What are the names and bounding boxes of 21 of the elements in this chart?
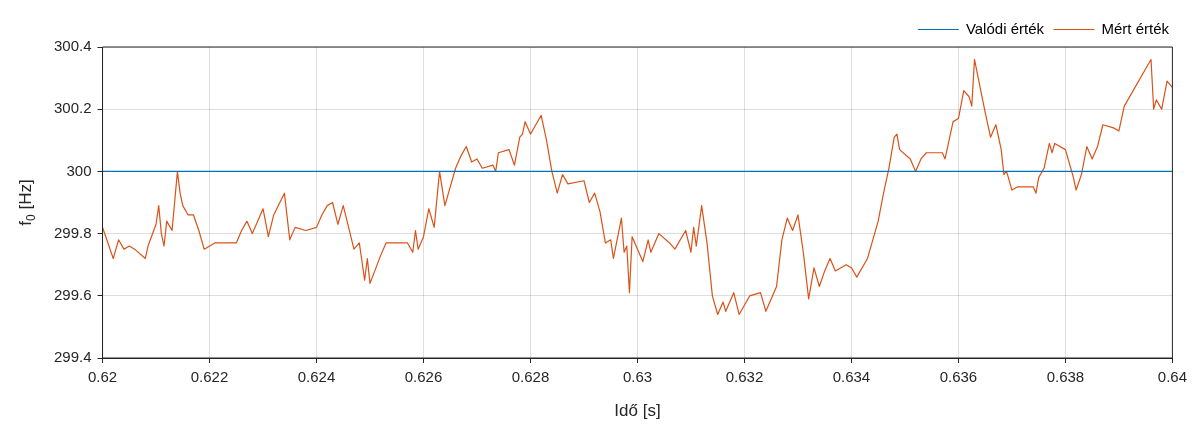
y-tick-label: 300.4 xyxy=(53,37,92,55)
y-tick-label: 299.6 xyxy=(53,285,92,303)
x-tick-label: 0.62 xyxy=(87,368,118,386)
x-tick-label: 0.622 xyxy=(190,368,229,386)
x-tick-label: 0.64 xyxy=(1157,368,1187,386)
x-tick-label: 0.628 xyxy=(511,368,550,386)
x-axis-title: Idő [s] xyxy=(614,400,661,420)
x-tick-label: 0.626 xyxy=(404,368,443,386)
y-axis-title: f0 [Hz] xyxy=(15,179,39,226)
x-tick-label: 0.63 xyxy=(622,368,653,386)
y-tick-label: 299.4 xyxy=(53,348,92,366)
x-tick-label: 0.638 xyxy=(1046,368,1085,386)
y-tick-label: 299.8 xyxy=(53,223,92,241)
y-tick-label: 300.2 xyxy=(53,99,92,117)
x-tick-label: 0.632 xyxy=(725,368,764,386)
y-tick-label: 300 xyxy=(66,161,92,179)
x-tick-label: 0.636 xyxy=(939,368,978,386)
x-tick-label: 0.634 xyxy=(832,368,871,386)
x-tick-label: 0.624 xyxy=(297,368,336,386)
legend-label: Valódi érték xyxy=(965,19,1045,37)
legend-label: Mért érték xyxy=(1101,19,1170,37)
